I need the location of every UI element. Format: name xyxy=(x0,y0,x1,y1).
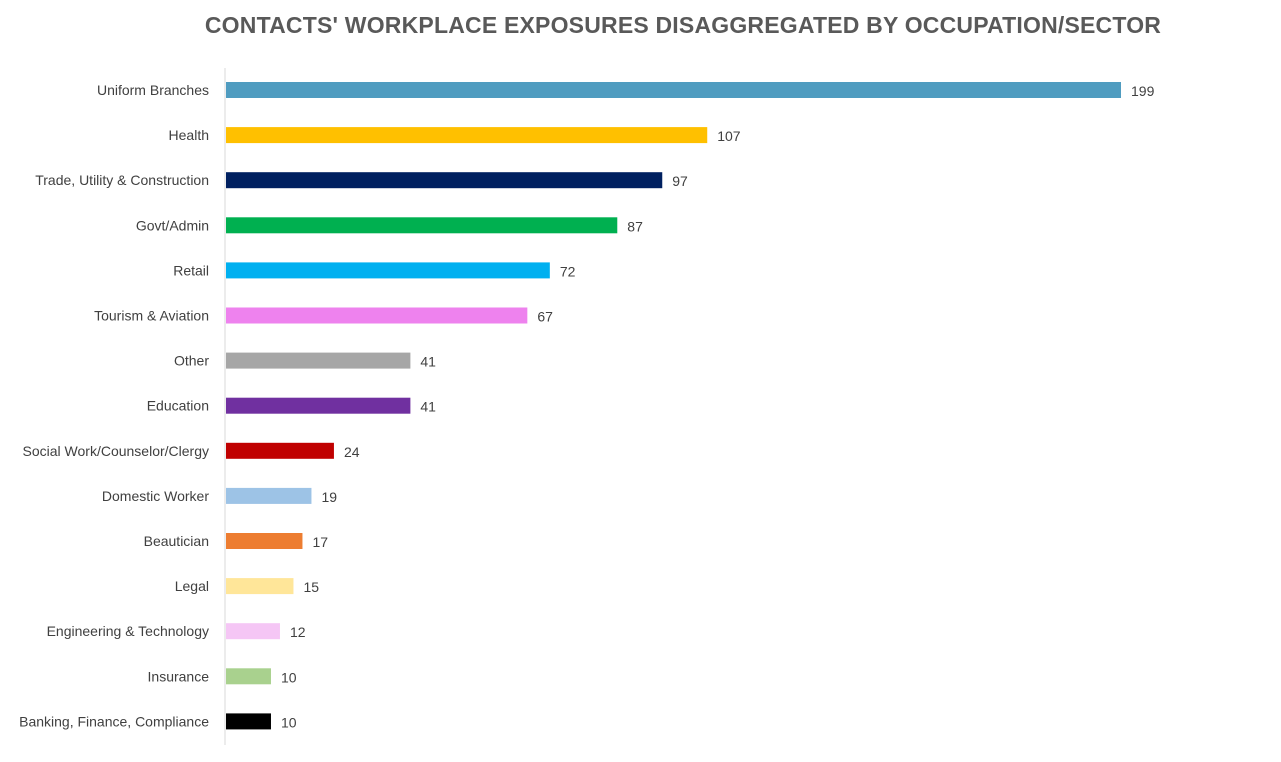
bar xyxy=(226,533,303,549)
data-label: 24 xyxy=(344,444,360,460)
bar xyxy=(226,713,271,730)
data-label: 15 xyxy=(303,579,319,595)
bar xyxy=(226,217,618,234)
data-label: 67 xyxy=(537,309,553,325)
data-label: 17 xyxy=(312,534,328,550)
category-label: Govt/Admin xyxy=(136,217,209,233)
data-label: 72 xyxy=(560,263,576,279)
category-label: Engineering & Technology xyxy=(47,623,209,639)
bar xyxy=(226,82,1121,98)
category-label: Social Work/Counselor/Clergy xyxy=(23,443,209,459)
data-label: 12 xyxy=(290,624,306,640)
data-label: 19 xyxy=(321,489,337,505)
data-label: 10 xyxy=(281,714,297,730)
category-label: Tourism & Aviation xyxy=(94,308,209,324)
category-label: Legal xyxy=(175,578,209,594)
bar xyxy=(226,127,708,144)
bar xyxy=(226,668,271,685)
data-label: 41 xyxy=(420,354,436,370)
data-label: 107 xyxy=(717,128,741,144)
data-label: 41 xyxy=(420,399,436,415)
category-label: Banking, Finance, Compliance xyxy=(19,713,209,729)
category-label: Trade, Utility & Construction xyxy=(35,172,209,188)
bar xyxy=(226,578,294,595)
bar xyxy=(226,397,411,414)
category-label: Beautician xyxy=(144,533,209,549)
bar xyxy=(226,623,280,640)
category-label: Education xyxy=(147,398,209,414)
chart-title: CONTACTS' WORKPLACE EXPOSURES DISAGGREGA… xyxy=(204,12,1162,38)
category-label: Retail xyxy=(173,262,209,278)
category-label: Health xyxy=(169,127,209,143)
bar xyxy=(226,352,411,369)
category-label: Other xyxy=(174,353,209,369)
bar xyxy=(226,487,312,504)
category-label: Domestic Worker xyxy=(102,488,209,504)
bar xyxy=(226,442,334,459)
data-label: 199 xyxy=(1131,83,1155,99)
bar xyxy=(226,307,528,324)
bar xyxy=(226,172,663,189)
category-label: Insurance xyxy=(148,668,210,684)
data-label: 87 xyxy=(627,218,643,234)
category-label: Uniform Branches xyxy=(97,82,209,98)
data-label: 97 xyxy=(672,173,688,189)
bar xyxy=(226,262,550,279)
data-label: 10 xyxy=(281,669,297,685)
